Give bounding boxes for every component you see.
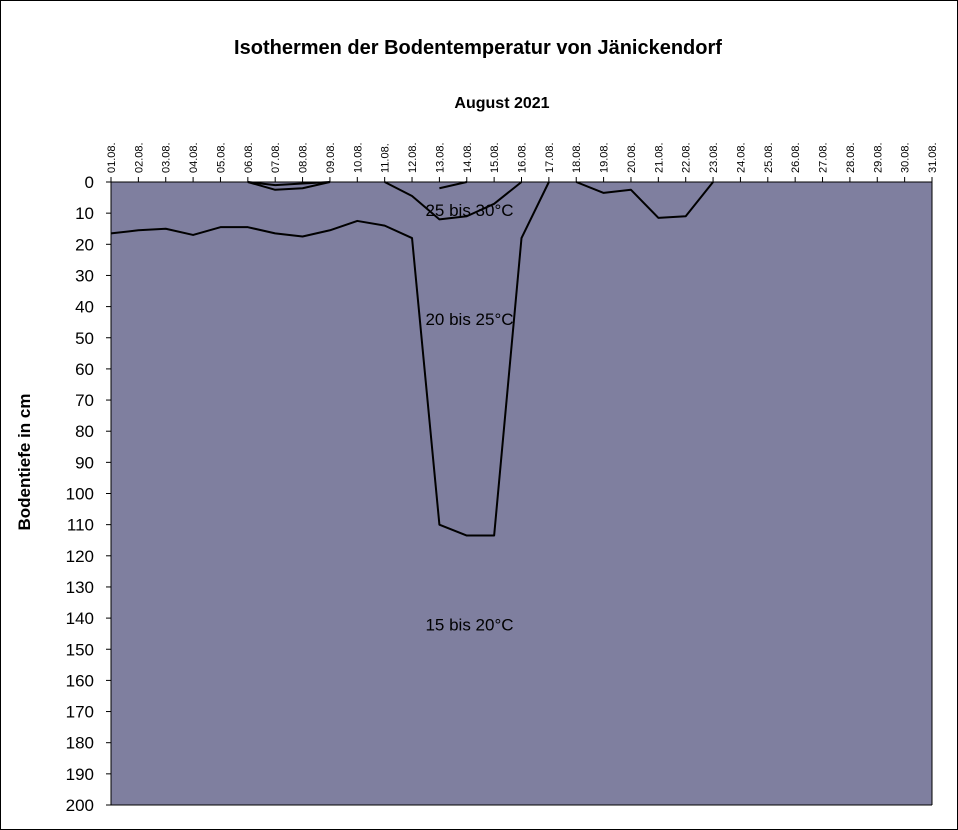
zone-label-0: 25 bis 30°C xyxy=(425,201,513,220)
y-tick-label: 110 xyxy=(67,516,94,535)
x-tick-label: 11.08. xyxy=(380,143,392,173)
y-axis-label: Bodentiefe in cm xyxy=(15,394,34,531)
axes: 0 10 20 30 40 50 60 70 80 90 100 110 120 130 140 150 160… xyxy=(66,142,939,815)
x-tick-label: 27.08. xyxy=(818,142,830,173)
x-tick-label: 21.08. xyxy=(653,142,665,173)
isotherm-line-1 xyxy=(247,181,714,221)
annotations: 25 bis 30°C 20 bis 25°C 15 bis 20°C xyxy=(425,201,513,634)
x-tick-label: 12.08. xyxy=(407,142,419,173)
x-tick-label: 15.08. xyxy=(489,142,501,173)
x-tick-label: 25.08. xyxy=(763,142,775,173)
y-tick-label: 100 xyxy=(66,485,94,504)
x-tick-label: 31.08. xyxy=(927,142,939,173)
x-tick-label: 04.08. xyxy=(188,142,200,173)
x-tick-label: 18.08. xyxy=(571,142,583,173)
y-tick-label: 120 xyxy=(66,547,94,566)
chart-title: Isothermen der Bodentemperatur von Jänic… xyxy=(234,37,722,59)
y-tick-label: 180 xyxy=(66,734,94,753)
x-tick-label: 14.08. xyxy=(462,142,474,173)
y-tick-label: 190 xyxy=(66,765,94,784)
x-tick-label: 01.08. xyxy=(106,142,118,173)
x-tick-label: 30.08. xyxy=(900,142,912,173)
y-tick-label: 130 xyxy=(66,578,94,597)
x-tick-label: 03.08. xyxy=(161,142,173,173)
x-tick-label: 16.08. xyxy=(517,142,529,173)
zone-label-2: 15 bis 20°C xyxy=(425,615,513,634)
y-tick-label: 80 xyxy=(75,422,94,441)
y-tick-label: 140 xyxy=(66,609,94,628)
y-tick-label: 0 xyxy=(85,173,94,192)
x-tick-label: 07.08. xyxy=(270,142,282,173)
x-tick-label: 13.08. xyxy=(434,142,446,173)
y-tick-label: 30 xyxy=(75,266,94,285)
zone-label-1: 20 bis 25°C xyxy=(425,310,513,329)
isotherm-line-0 xyxy=(110,181,550,537)
x-tick-label: 29.08. xyxy=(872,142,884,173)
x-tick-label: 05.08. xyxy=(215,142,227,173)
x-tick-label: 09.08. xyxy=(325,142,337,173)
x-tick-label: 10.08. xyxy=(352,142,364,173)
plot-area xyxy=(111,182,932,805)
x-tick-label: 28.08. xyxy=(845,142,857,173)
y-tick-label: 200 xyxy=(66,796,94,815)
x-tick-label: 26.08. xyxy=(790,142,802,173)
y-tick-label: 170 xyxy=(66,703,94,722)
y-tick-label: 40 xyxy=(75,298,94,317)
x-tick-label: 24.08. xyxy=(735,142,747,173)
series-area-3 xyxy=(111,182,932,805)
y-tick-label: 150 xyxy=(66,640,94,659)
x-tick-label: 23.08. xyxy=(708,142,720,173)
y-tick-label: 10 xyxy=(75,204,94,223)
y-tick-label: 20 xyxy=(75,235,94,254)
y-tick-label: 160 xyxy=(66,671,94,690)
x-tick-label: 06.08. xyxy=(243,142,255,173)
y-tick-label: 50 xyxy=(75,329,94,348)
y-tick-label: 60 xyxy=(75,360,94,379)
x-tick-label: 17.08. xyxy=(544,142,556,173)
y-tick-label: 70 xyxy=(75,391,94,410)
isotherm-line-2 xyxy=(247,181,467,190)
isotherm-lines xyxy=(110,181,714,537)
y-tick-label: 90 xyxy=(75,453,94,472)
x-tick-label: 08.08. xyxy=(298,142,310,173)
x-tick-label: 19.08. xyxy=(599,142,611,173)
chart-subtitle: August 2021 xyxy=(454,95,549,112)
x-tick-label: 02.08. xyxy=(133,142,145,173)
x-tick-label: 20.08. xyxy=(626,142,638,173)
x-tick-label: 22.08. xyxy=(681,142,693,173)
